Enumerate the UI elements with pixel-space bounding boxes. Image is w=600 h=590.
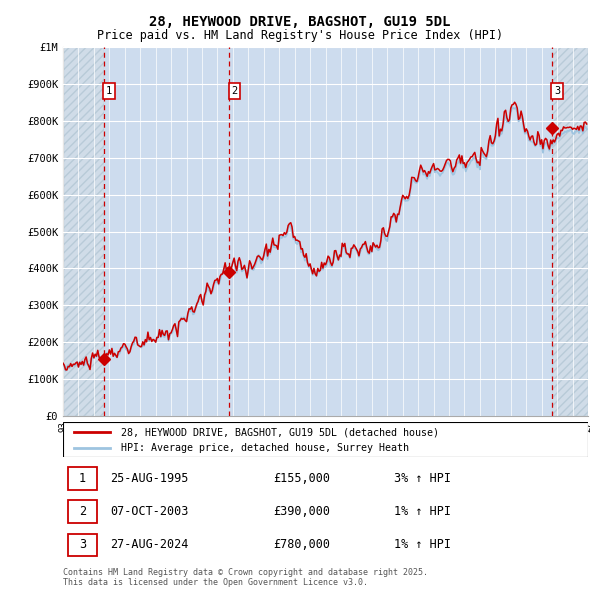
Text: 25-AUG-1995: 25-AUG-1995 <box>110 472 188 486</box>
Bar <box>63 47 104 416</box>
Text: 07-OCT-2003: 07-OCT-2003 <box>110 505 188 519</box>
Text: 2: 2 <box>79 505 86 519</box>
Text: 1: 1 <box>106 86 112 96</box>
Text: 2: 2 <box>232 86 238 96</box>
Text: £390,000: £390,000 <box>273 505 330 519</box>
Text: £780,000: £780,000 <box>273 538 330 552</box>
Text: 28, HEYWOOD DRIVE, BAGSHOT, GU19 5DL (detached house): 28, HEYWOOD DRIVE, BAGSHOT, GU19 5DL (de… <box>121 428 439 437</box>
Bar <box>552 47 588 416</box>
Text: 27-AUG-2024: 27-AUG-2024 <box>110 538 188 552</box>
Bar <box>68 500 97 523</box>
Text: Contains HM Land Registry data © Crown copyright and database right 2025.
This d: Contains HM Land Registry data © Crown c… <box>63 568 428 587</box>
Text: 28, HEYWOOD DRIVE, BAGSHOT, GU19 5DL: 28, HEYWOOD DRIVE, BAGSHOT, GU19 5DL <box>149 15 451 29</box>
Text: Price paid vs. HM Land Registry's House Price Index (HPI): Price paid vs. HM Land Registry's House … <box>97 30 503 42</box>
Bar <box>104 47 552 416</box>
Text: 3: 3 <box>79 538 86 552</box>
Bar <box>68 467 97 490</box>
Text: £155,000: £155,000 <box>273 472 330 486</box>
Text: 1% ↑ HPI: 1% ↑ HPI <box>394 538 451 552</box>
Text: 3% ↑ HPI: 3% ↑ HPI <box>394 472 451 486</box>
Text: 1: 1 <box>79 472 86 486</box>
Text: HPI: Average price, detached house, Surrey Heath: HPI: Average price, detached house, Surr… <box>121 444 409 453</box>
Bar <box>68 533 97 556</box>
Text: 1% ↑ HPI: 1% ↑ HPI <box>394 505 451 519</box>
Text: 3: 3 <box>554 86 560 96</box>
